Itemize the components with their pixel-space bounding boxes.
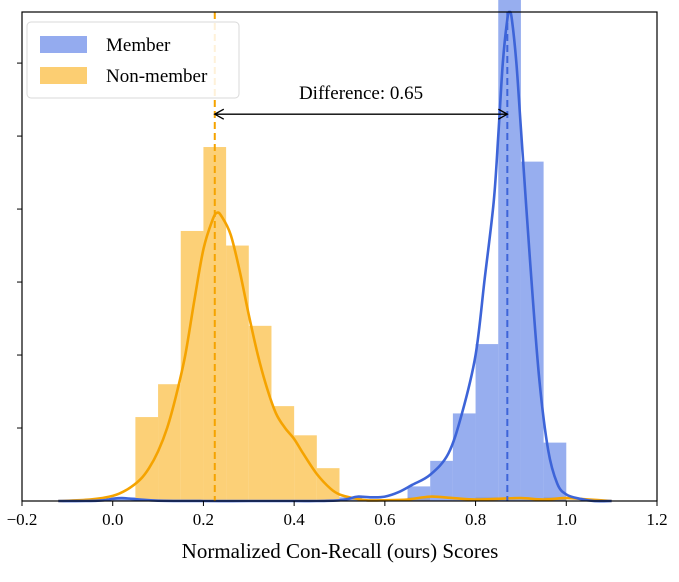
- legend: Member Non-member: [26, 21, 240, 99]
- x-axis-ticks: −0.2 0.0 0.2 0.4 0.6 0.8 1.0 1.2: [7, 501, 668, 529]
- bar-member: [475, 344, 499, 501]
- arrow-head-right: [497, 108, 509, 120]
- arrow-head-left: [213, 108, 225, 120]
- legend-label-member: Member: [106, 35, 171, 56]
- difference-label: Difference: 0.65: [299, 83, 423, 104]
- bar-member: [430, 460, 453, 501]
- x-tick-label: 1.0: [556, 510, 577, 529]
- x-tick-label: 0.4: [284, 510, 306, 529]
- bar-non-member: [316, 468, 340, 501]
- difference-annotation: Difference: 0.65: [213, 83, 509, 120]
- bar-member: [452, 413, 476, 501]
- legend-swatch-member: [40, 36, 87, 53]
- bar-non-member: [294, 435, 317, 501]
- x-tick-label: 0.0: [102, 510, 123, 529]
- bar-non-member: [158, 384, 181, 501]
- bar-non-member: [226, 245, 249, 501]
- kde-curve-non-member: [58, 211, 612, 503]
- x-tick-label: 0.8: [465, 510, 486, 529]
- legend-swatch-non-member: [40, 67, 87, 84]
- bar-non-member: [271, 406, 295, 501]
- y-axis-ticks: [17, 62, 22, 429]
- x-tick-label: 0.6: [374, 510, 395, 529]
- x-tick-label: −0.2: [7, 510, 38, 529]
- x-tick-label: 0.2: [193, 510, 214, 529]
- bar-member: [520, 161, 544, 501]
- legend-label-non-member: Non-member: [106, 66, 208, 87]
- x-tick-label: 1.2: [646, 510, 667, 529]
- bar-member: [498, 0, 521, 501]
- bar-non-member: [180, 230, 204, 501]
- plot-frame: [21, 11, 658, 502]
- x-axis-label: Normalized Con-Recall (ours) Scores: [182, 539, 499, 563]
- bar-non-member: [248, 325, 272, 501]
